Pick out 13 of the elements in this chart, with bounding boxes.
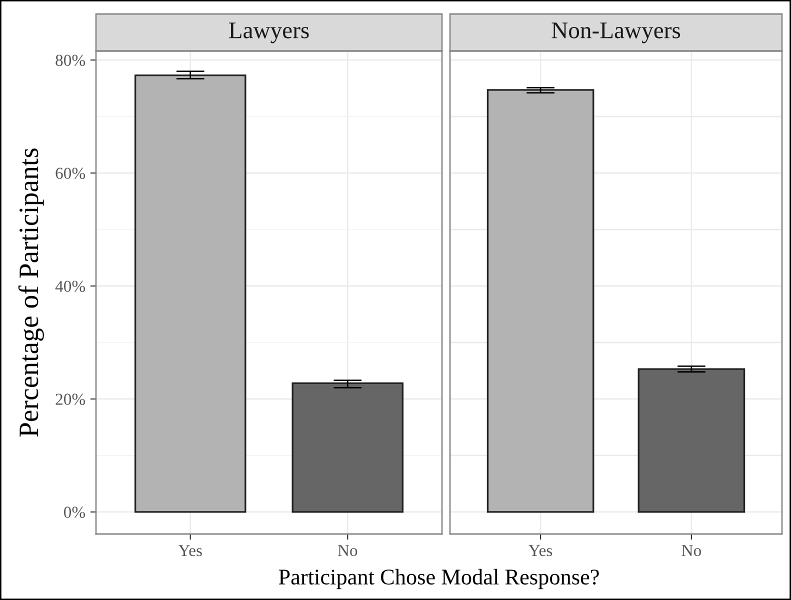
y-tick-label: 60%: [56, 168, 86, 180]
y-tick-label: 20%: [56, 394, 86, 405]
x-tick-label: Yes: [178, 545, 202, 556]
chart-title: Lawyers: [229, 22, 309, 44]
y-tick-label: 40%: [55, 280, 86, 292]
x-tick-label: No: [682, 545, 702, 556]
x-tick-label: No: [338, 545, 358, 556]
x-axis-title: Participant Chose Modal Response?: [278, 568, 599, 590]
y-axis-title: Percentage of Participants: [18, 148, 44, 437]
x-tick-label: Yes: [528, 545, 552, 556]
y-tick-label: 0%: [64, 506, 86, 518]
chart-title: Non-Lawyers: [552, 22, 680, 44]
y-tick-label: 80%: [56, 54, 86, 66]
